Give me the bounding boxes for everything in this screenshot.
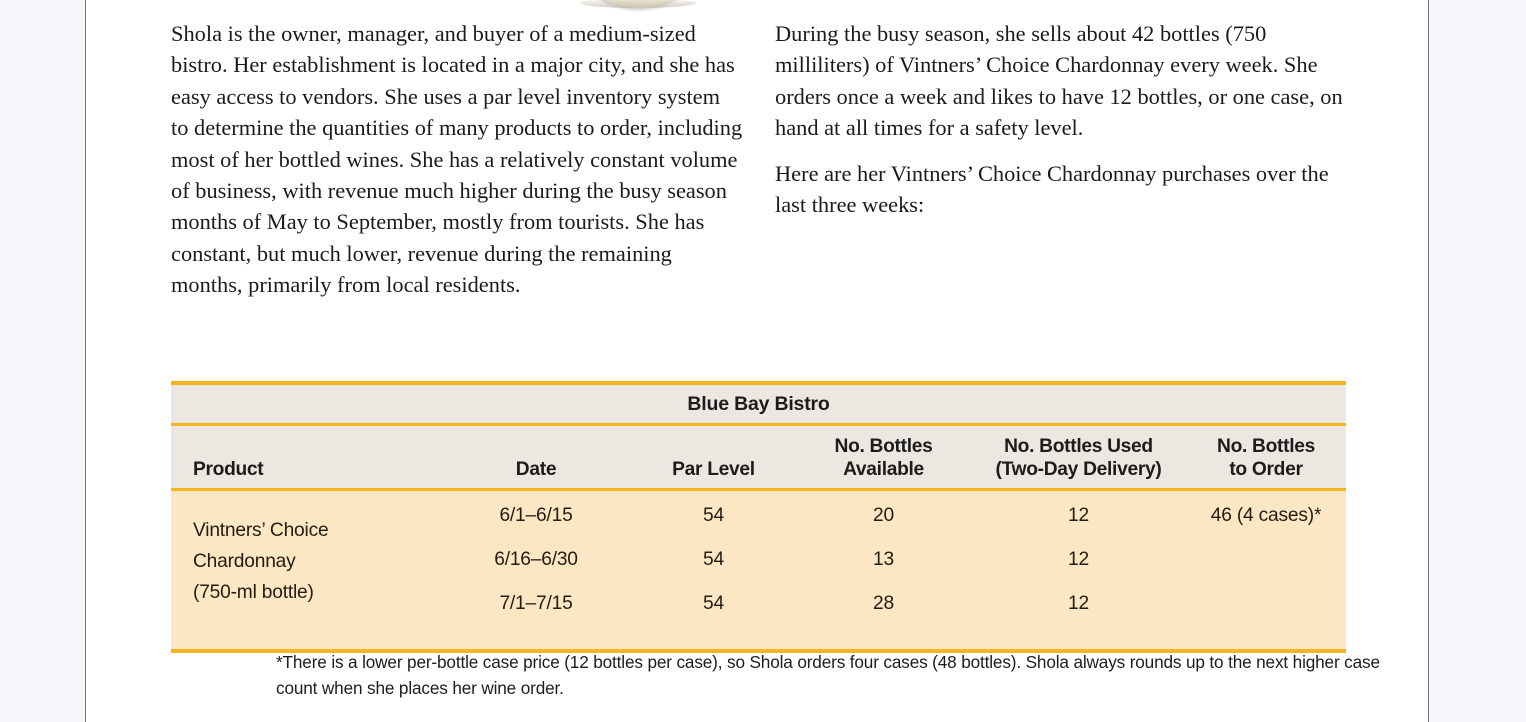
column-header-bottles-to-order-line2: to Order [1229,459,1303,480]
product-name-line2: Chardonnay [193,551,296,572]
column-header-bottles-to-order: No. Bottles to Order [1186,435,1346,481]
page-sheet: Shola is the owner, manager, and buyer o… [85,0,1429,722]
column-header-bottles-used-line2: (Two-Day Delivery) [995,459,1162,480]
column-header-bottles-used: No. Bottles Used (Two-Day Delivery) [971,435,1186,481]
cell-bottles-available: 20 [873,505,894,526]
table-header-bottom-rule [171,488,1346,491]
table-title-band: Blue Bay Bistro [171,385,1346,423]
product-name-line1: Vintners’ Choice [193,520,329,541]
cell-par-level: 54 [703,593,724,614]
bottle-photo-crop [576,0,700,8]
cell-bottles-used: 12 [1068,593,1089,614]
cell-bottles-available: 28 [873,593,894,614]
product-name-cell: Vintners’ Choice Chardonnay (750-ml bott… [193,515,453,608]
cell-date: 6/16–6/30 [494,549,578,570]
paragraph-purchases-intro: Here are her Vintners’ Choice Chardonnay… [775,160,1329,218]
table-row: 6/1–6/15 54 20 12 46 (4 cases)* [171,503,1346,547]
cell-date: 7/1–7/15 [499,593,573,614]
cell-bottles-to-order: 46 (4 cases)* [1210,505,1322,526]
column-header-product: Product [193,459,264,480]
column-header-bottles-used-line1: No. Bottles Used [1004,436,1153,457]
column-header-date: Date [515,459,557,480]
cell-par-level: 54 [703,505,724,526]
column-header-bottles-available-line2: Available [843,459,924,480]
column-header-bottles-available: No. Bottles Available [796,435,971,481]
cell-bottles-used: 12 [1068,549,1089,570]
product-name-line3: (750-ml bottle) [193,582,314,603]
body-columns: Shola is the owner, manager, and buyer o… [171,18,1346,301]
table-title: Blue Bay Bistro [687,392,830,415]
column-header-bottles-available-line1: No. Bottles [834,436,933,457]
left-text-column: Shola is the owner, manager, and buyer o… [171,18,743,301]
table-header-row: Product Date Par Level No. Bottles Avail… [171,426,1346,488]
cell-bottles-available: 13 [873,549,894,570]
paragraph-busy-season: During the busy season, she sells about … [775,21,1343,141]
column-header-par-level: Par Level [672,459,755,480]
table-row: 7/1–7/15 54 28 12 [171,591,1346,635]
cell-bottles-used: 12 [1068,505,1089,526]
cell-par-level: 54 [703,549,724,570]
right-text-column: During the busy season, she sells about … [775,18,1345,301]
table-row: 6/16–6/30 54 13 12 [171,547,1346,591]
bistro-inventory-table: Blue Bay Bistro Product Date Par Level N… [171,381,1346,653]
table-bottom-rule [171,649,1346,653]
paragraph-shola-profile: Shola is the owner, manager, and buyer o… [171,21,743,298]
table-top-rule [171,381,1346,385]
cell-date: 6/1–6/15 [499,505,573,526]
table-title-divider-rule [171,423,1346,426]
column-header-bottles-to-order-line1: No. Bottles [1217,436,1315,457]
table-body: Vintners’ Choice Chardonnay (750-ml bott… [171,491,1346,649]
table-footnote: *There is a lower per-bottle case price … [276,652,1380,698]
